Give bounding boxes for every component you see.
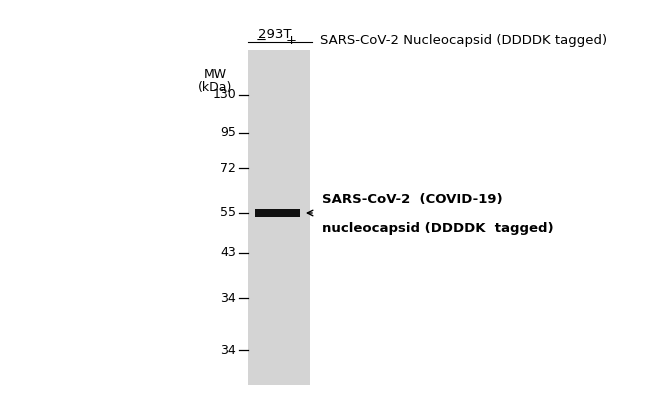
Bar: [255, 209, 300, 217]
Text: 34: 34: [220, 292, 236, 305]
Text: 43: 43: [220, 246, 236, 260]
Text: 72: 72: [220, 162, 236, 175]
Text: −: −: [255, 34, 266, 47]
Text: (kDa): (kDa): [198, 81, 232, 94]
Text: +: +: [285, 34, 296, 47]
Text: nucleocapsid (DDDDK  tagged): nucleocapsid (DDDDK tagged): [322, 222, 554, 235]
Text: 55: 55: [220, 207, 236, 220]
Text: MW: MW: [203, 68, 227, 81]
Text: 34: 34: [220, 344, 236, 357]
Text: SARS-CoV-2  (COVID-19): SARS-CoV-2 (COVID-19): [322, 193, 502, 206]
Text: SARS-CoV-2 Nucleocapsid (DDDDK tagged): SARS-CoV-2 Nucleocapsid (DDDDK tagged): [320, 34, 607, 47]
Text: 95: 95: [220, 126, 236, 139]
Text: 293T: 293T: [258, 28, 292, 41]
Text: 130: 130: [213, 88, 236, 102]
Bar: [248, 50, 310, 385]
